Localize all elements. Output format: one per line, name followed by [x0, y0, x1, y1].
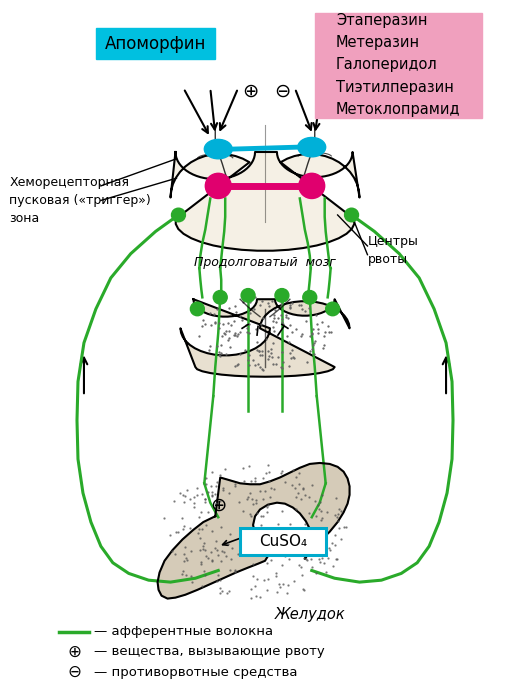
Text: CuSO₄: CuSO₄	[259, 534, 307, 549]
Ellipse shape	[298, 138, 326, 157]
Circle shape	[275, 288, 289, 302]
Text: ⊕: ⊕	[242, 81, 258, 100]
Circle shape	[205, 173, 231, 198]
Text: Продолговатый  мозг: Продолговатый мозг	[194, 256, 336, 269]
Text: ⊕: ⊕	[67, 643, 81, 661]
FancyBboxPatch shape	[96, 28, 215, 59]
Circle shape	[326, 302, 340, 316]
Polygon shape	[170, 152, 359, 251]
Text: Центры
рвоты: Центры рвоты	[367, 235, 418, 266]
Polygon shape	[158, 463, 349, 599]
Text: ⊖: ⊖	[67, 663, 81, 681]
Circle shape	[172, 208, 185, 222]
Text: Апоморфин: Апоморфин	[105, 35, 206, 53]
Polygon shape	[181, 299, 349, 376]
Text: Желудок: Желудок	[275, 607, 345, 622]
Text: — противорвотные средства: — противорвотные средства	[94, 666, 297, 679]
Circle shape	[213, 291, 227, 304]
FancyBboxPatch shape	[315, 14, 482, 118]
Ellipse shape	[204, 139, 232, 159]
Text: Этаперазин
Метеразин
Галоперидол
Тиэтилперазин
Метоклопрамид: Этаперазин Метеразин Галоперидол Тиэтилп…	[336, 13, 460, 117]
Text: ⊕: ⊕	[210, 496, 226, 515]
Circle shape	[191, 302, 204, 316]
Circle shape	[303, 291, 316, 304]
FancyBboxPatch shape	[240, 528, 326, 555]
Text: — афферентные волокна: — афферентные волокна	[94, 625, 273, 638]
Circle shape	[241, 288, 255, 302]
Text: Хеморецепторная
пусковая («триггер»)
зона: Хеморецепторная пусковая («триггер») зон…	[10, 176, 151, 225]
Circle shape	[299, 173, 324, 198]
Text: — вещества, вызывающие рвоту: — вещества, вызывающие рвоту	[94, 645, 324, 658]
Circle shape	[345, 208, 358, 222]
Text: ⊖: ⊖	[275, 81, 291, 100]
